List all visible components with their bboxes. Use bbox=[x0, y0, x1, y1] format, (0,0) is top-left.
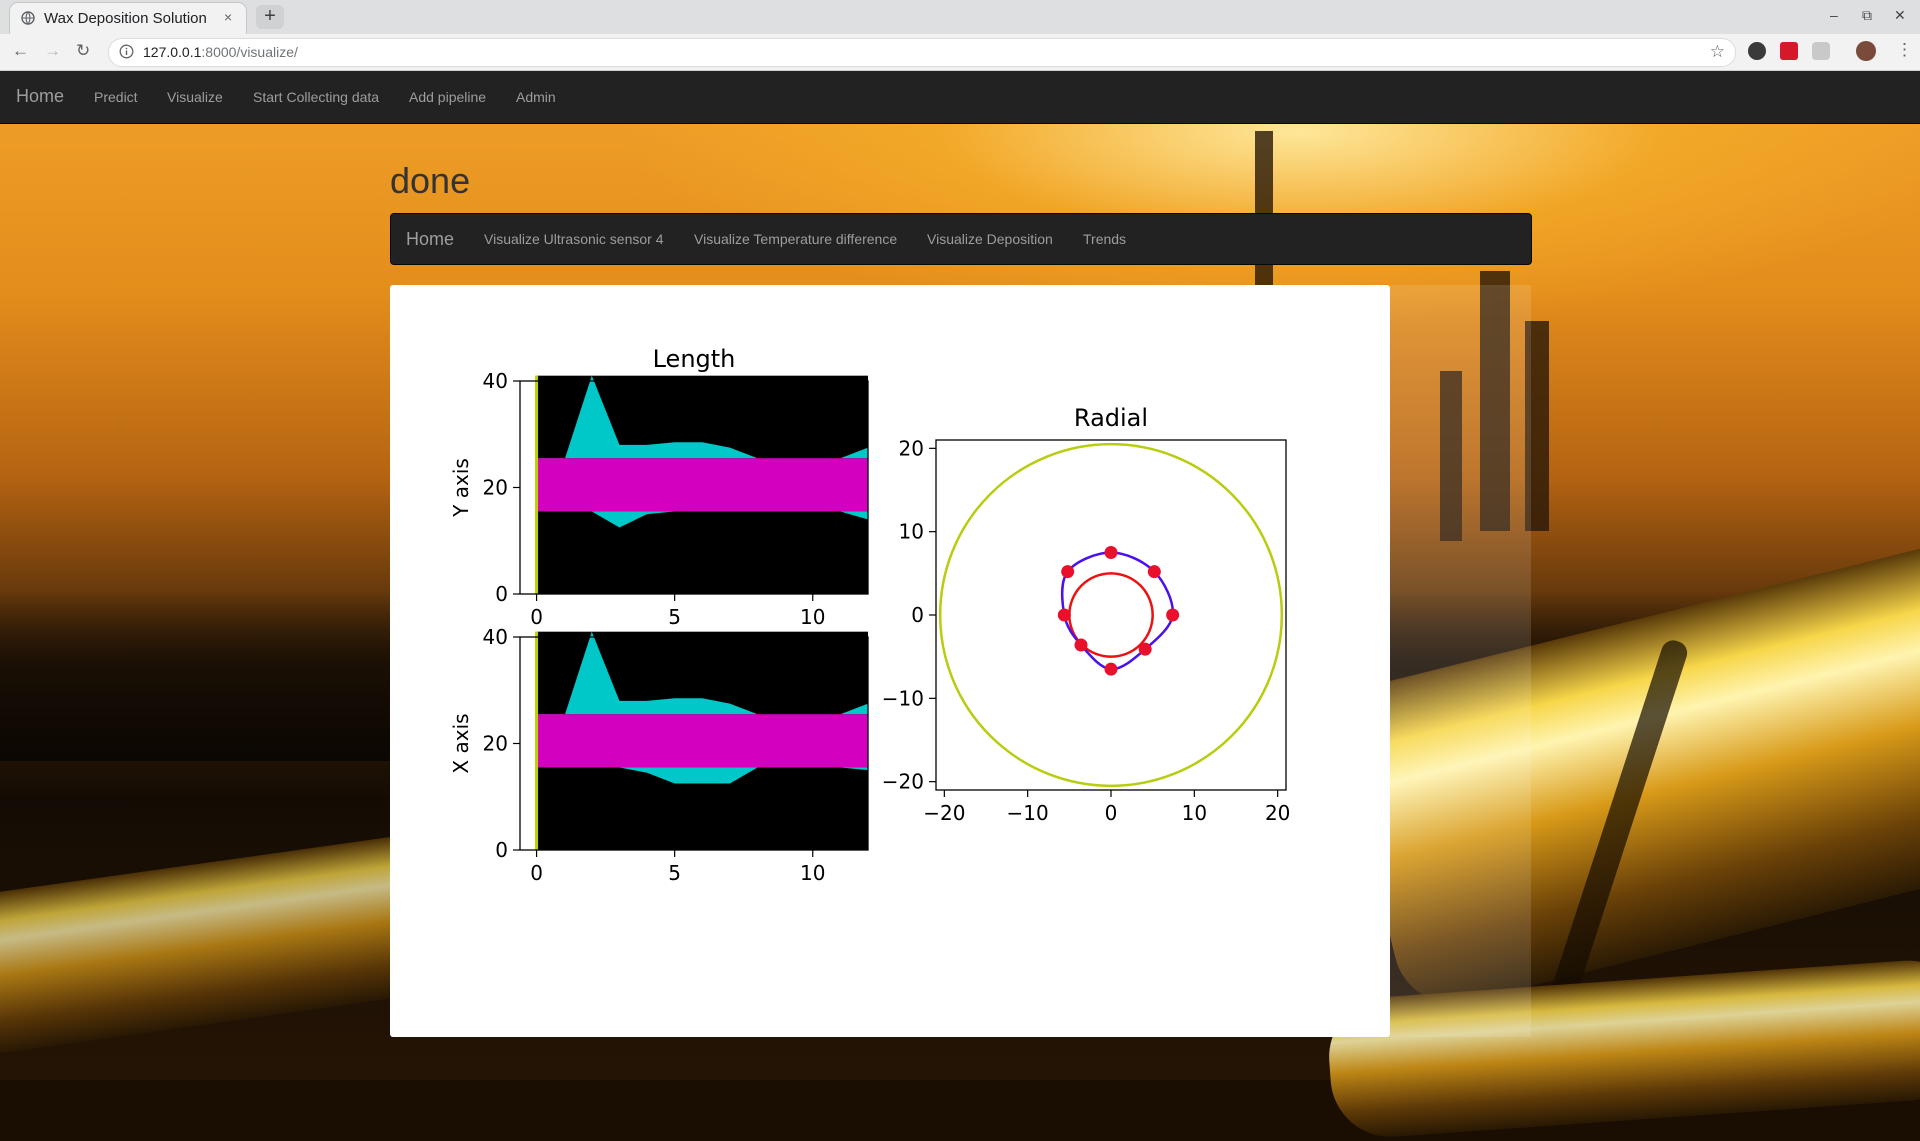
info-icon[interactable] bbox=[119, 44, 134, 59]
close-window-button[interactable]: ✕ bbox=[1894, 7, 1906, 23]
main-navbar: Home Predict Visualize Start Collecting … bbox=[0, 71, 1920, 124]
restore-button[interactable]: ⧉ bbox=[1862, 7, 1872, 23]
tab-close-icon[interactable]: × bbox=[224, 9, 233, 25]
y-tick-label: 20 bbox=[899, 436, 924, 460]
deposit-band bbox=[536, 458, 868, 512]
sensor-point bbox=[1138, 642, 1152, 656]
address-bar[interactable]: 127.0.0.1:8000/visualize/ ☆ bbox=[108, 38, 1736, 67]
bookmark-star-icon[interactable]: ☆ bbox=[1709, 42, 1725, 61]
nav-predict-link[interactable]: Predict bbox=[94, 89, 138, 105]
y-tick-label: −10 bbox=[882, 686, 924, 710]
y-axis-label: X axis bbox=[449, 713, 473, 773]
x-tick-label: 5 bbox=[668, 861, 681, 885]
matplotlib-figure: 0 5 10 0 20 40 Y axis Length 0 5 10 0 20 40 X axis −20 −… bbox=[449, 345, 1290, 885]
nav-add-pipeline-link[interactable]: Add pipeline bbox=[409, 89, 487, 105]
deposit-band bbox=[536, 714, 868, 768]
subnav-temperature-link[interactable]: Visualize Temperature difference bbox=[694, 231, 898, 247]
sensor-point bbox=[1074, 638, 1088, 652]
subnav-home-link[interactable]: Home bbox=[406, 229, 455, 249]
y-tick-label: 40 bbox=[483, 369, 508, 393]
y-tick-label: 20 bbox=[483, 476, 508, 500]
y-tick-label: 0 bbox=[911, 603, 924, 627]
y-tick-label: 10 bbox=[899, 520, 924, 544]
browser-tabstrip: Wax Deposition Solution × + – ⧉ ✕ bbox=[0, 0, 1920, 34]
upper-area bbox=[536, 375, 868, 461]
chart-title: Length bbox=[653, 345, 736, 373]
chart-title: Radial bbox=[1074, 404, 1148, 432]
x-tick-label: −10 bbox=[1007, 801, 1049, 825]
url-path: :8000/visualize/ bbox=[201, 44, 298, 60]
minimize-button[interactable]: – bbox=[1830, 7, 1838, 23]
lower-area bbox=[536, 511, 868, 528]
extension-icon[interactable] bbox=[1812, 42, 1830, 60]
x-tick-label: 0 bbox=[530, 861, 543, 885]
url-host: 127.0.0.1 bbox=[143, 44, 202, 60]
x-tick-label: 10 bbox=[1182, 801, 1207, 825]
visualize-subnav: Home Visualize Ultrasonic sensor 4 Visua… bbox=[390, 213, 1532, 265]
subnav-ultrasonic-link[interactable]: Visualize Ultrasonic sensor 4 bbox=[484, 231, 664, 247]
sensor-point bbox=[1147, 565, 1161, 579]
sensor-point bbox=[1061, 565, 1075, 579]
browser-toolbar: ← → ↻ 127.0.0.1:8000/visualize/ ☆ ⋮ bbox=[0, 34, 1920, 71]
lower-area bbox=[536, 767, 868, 784]
sensor-point bbox=[1057, 608, 1071, 622]
page-title: done bbox=[390, 160, 471, 201]
x-tick-label: −20 bbox=[923, 801, 965, 825]
y-tick-label: 0 bbox=[495, 838, 508, 862]
url-text[interactable]: 127.0.0.1:8000/visualize/ bbox=[143, 44, 298, 60]
back-button[interactable]: ← bbox=[12, 41, 29, 60]
axes-frame bbox=[935, 439, 1287, 791]
card-backdrop bbox=[1390, 285, 1531, 1037]
extension-icon[interactable] bbox=[1780, 42, 1798, 60]
tab-title: Wax Deposition Solution bbox=[44, 10, 207, 27]
new-tab-button[interactable]: + bbox=[256, 5, 284, 29]
globe-icon bbox=[21, 11, 35, 25]
nav-admin-link[interactable]: Admin bbox=[516, 89, 556, 105]
refinery-tower bbox=[1440, 371, 1462, 541]
outer-circle bbox=[938, 442, 1284, 788]
x-tick-label: 20 bbox=[1265, 801, 1290, 825]
extension-icon[interactable] bbox=[1748, 42, 1766, 60]
x-tick-label: 0 bbox=[530, 605, 543, 629]
refinery-tower bbox=[1480, 271, 1510, 531]
refinery-tower bbox=[1525, 321, 1549, 531]
browser-tab[interactable]: Wax Deposition Solution × bbox=[10, 3, 246, 34]
x-tick-label: 10 bbox=[800, 861, 825, 885]
y-tick-label: 0 bbox=[495, 582, 508, 606]
x-tick-label: 10 bbox=[800, 605, 825, 629]
sensor-point bbox=[1104, 546, 1118, 559]
nav-home-link[interactable]: Home bbox=[16, 86, 65, 106]
x-tick-label: 5 bbox=[668, 605, 681, 629]
y-axis-label: Y axis bbox=[449, 458, 473, 518]
subnav-trends-link[interactable]: Trends bbox=[1083, 231, 1127, 247]
avatar[interactable] bbox=[1856, 41, 1876, 61]
nav-start-collecting-link[interactable]: Start Collecting data bbox=[253, 89, 380, 105]
reload-button[interactable]: ↻ bbox=[76, 41, 91, 60]
chart-card: 0 5 10 0 20 40 Y axis Length 0 5 10 0 20 40 X axis −20 −… bbox=[390, 285, 1390, 1037]
x-tick-label: 0 bbox=[1105, 801, 1118, 825]
y-tick-label: 20 bbox=[483, 732, 508, 756]
nav-visualize-link[interactable]: Visualize bbox=[167, 89, 223, 105]
y-tick-label: 40 bbox=[483, 625, 508, 649]
sensor-point bbox=[1166, 608, 1180, 622]
subnav-deposition-link[interactable]: Visualize Deposition bbox=[927, 231, 1053, 247]
forward-button[interactable]: → bbox=[44, 41, 61, 60]
y-tick-label: −20 bbox=[882, 770, 924, 794]
sensor-point bbox=[1104, 662, 1118, 676]
upper-area bbox=[536, 631, 868, 717]
menu-icon[interactable]: ⋮ bbox=[1896, 40, 1913, 59]
